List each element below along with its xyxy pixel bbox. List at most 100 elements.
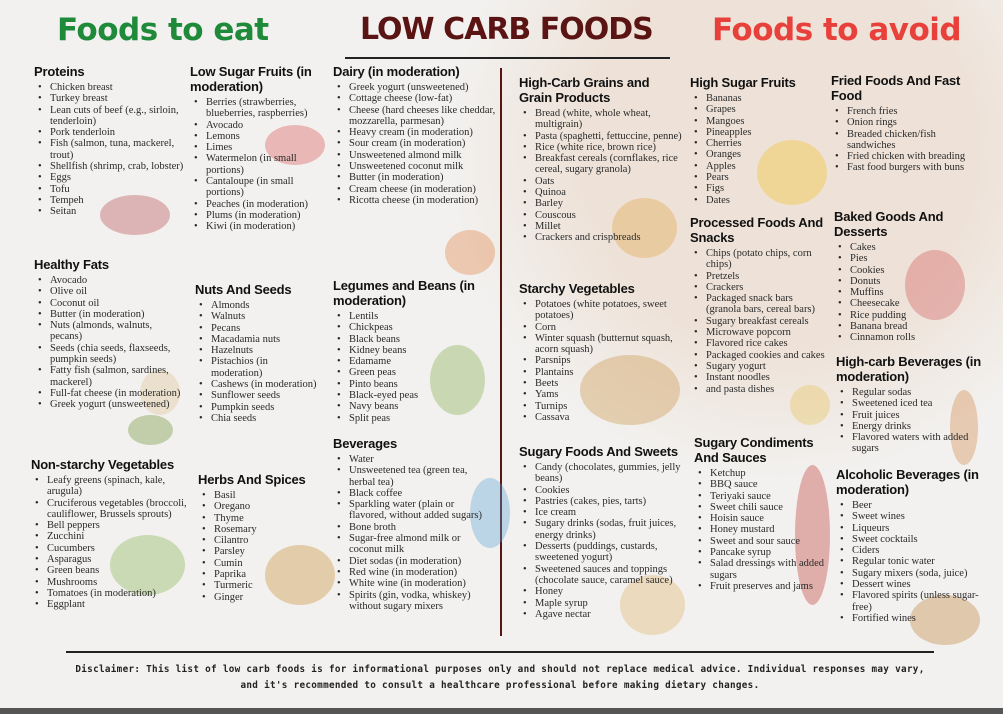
section-heading: High-carb Beverages (in moderation) [836, 354, 981, 384]
food-item: Black coffee [337, 488, 493, 500]
food-item: Greek yogurt (unsweetened) [38, 399, 184, 411]
food-item: Oranges [694, 149, 825, 161]
food-list: LentilsChickpeasBlack beansKidney beansE… [333, 311, 496, 424]
avocado-icon [128, 415, 173, 445]
food-item: Ketchup [698, 468, 826, 480]
food-item: Sweet wines [840, 511, 986, 523]
food-item: Zucchini [35, 531, 191, 543]
food-item: Cumin [202, 558, 323, 570]
food-item: Parsley [202, 546, 323, 558]
food-item: Candy (chocolates, gummies, jelly beans) [523, 462, 689, 485]
food-item: Rosemary [202, 524, 323, 536]
section-alcoholic-beverages-in-moderation: Alcoholic Beverages (in moderation)BeerS… [836, 467, 986, 625]
section-nuts-and-seeds: Nuts And Seeds AlmondsWalnutsPecansMacada… [195, 282, 320, 425]
food-item: Cottage cheese (low-fat) [337, 93, 496, 105]
food-list: Leafy greens (spinach, kale, arugula)Cru… [31, 475, 191, 611]
section-high-carb-grains-and-grain-products: High-Carb Grains and Grain Products Bread… [519, 75, 684, 244]
section-heading: High-Carb Grains and Grain Products [519, 75, 650, 105]
food-item: Mangoes [694, 116, 825, 128]
food-item: Butter (in moderation) [337, 172, 496, 184]
food-item: Tofu [38, 184, 184, 196]
food-item: Bone broth [337, 522, 493, 534]
food-item: Cakes [838, 242, 974, 254]
food-item: Breakfast cereals (cornflakes, rice cere… [523, 153, 684, 176]
food-item: Water [337, 454, 493, 466]
food-item: Butter (in moderation) [38, 309, 184, 321]
food-item: Sparkling water (plain or flavored, with… [337, 499, 493, 522]
section-sugary-condiments-and-sauces: Sugary Condiments And SaucesKetchupBBQ s… [694, 435, 826, 593]
food-item: Avocado [194, 120, 328, 132]
food-list: Chicken breastTurkey breastLean cuts of … [34, 82, 184, 218]
food-item: Sugary drinks (sodas, fruit juices, ener… [523, 518, 689, 541]
food-item: Beer [840, 500, 986, 512]
section-heading: Alcoholic Beverages (in moderation) [836, 467, 979, 497]
footer-divider [66, 651, 934, 653]
food-item: Pancake syrup [698, 547, 826, 559]
food-item: Sunflower seeds [199, 390, 320, 402]
food-list: Candy (chocolates, gummies, jelly beans)… [519, 462, 689, 620]
food-item: Regular sodas [840, 387, 986, 399]
food-item: Unsweetened tea (green tea, herbal tea) [337, 465, 493, 488]
section-heading: Non-starchy Vegetables [31, 457, 174, 472]
food-list: Greek yogurt (unsweetened)Cottage cheese… [333, 82, 496, 207]
food-item: Fruit juices [840, 410, 986, 422]
food-item: Cruciferous vegetables (broccoli, caulif… [35, 498, 191, 521]
section-high-carb-beverages-in-moderation: High-carb Beverages (in moderation)Regul… [836, 354, 986, 455]
food-item: Kidney beans [337, 345, 496, 357]
food-item: Fried chicken with breading [835, 151, 976, 163]
food-item: Bread (white, whole wheat, multigrain) [523, 108, 684, 131]
section-heading: Processed Foods And Snacks [690, 215, 823, 245]
food-item: Almonds [199, 300, 320, 312]
food-item: Tempeh [38, 195, 184, 207]
food-item: Beets [523, 378, 684, 390]
food-item: Potatoes (white potatoes, sweet potatoes… [523, 299, 684, 322]
food-item: Cassava [523, 412, 684, 424]
food-item: Desserts (puddings, custards, sweetened … [523, 541, 689, 564]
food-item: Muffins [838, 287, 974, 299]
food-item: Banana bread [838, 321, 974, 333]
food-list: KetchupBBQ sauceTeriyaki sauceSweet chil… [694, 468, 826, 593]
column-divider [500, 68, 502, 636]
food-item: Flavored waters with added sugars [840, 432, 986, 455]
section-legumes-and-beans-in-moderation: Legumes and Beans (in moderation)Lentils… [333, 278, 496, 424]
food-list: WaterUnsweetened tea (green tea, herbal … [333, 454, 493, 612]
food-item: Green beans [35, 565, 191, 577]
food-item: Oregano [202, 501, 323, 513]
food-item: Cashews (in moderation) [199, 379, 320, 391]
food-item: Sugar-free almond milk or coconut milk [337, 533, 493, 556]
food-item: Honey mustard [698, 524, 826, 536]
food-item: Pecans [199, 323, 320, 335]
food-item: Winter squash (butternut squash, acorn s… [523, 333, 684, 356]
food-item: Regular tonic water [840, 556, 986, 568]
food-item: Cilantro [202, 535, 323, 547]
section-heading: Legumes and Beans (in moderation) [333, 278, 475, 308]
food-list: Berries (strawberries, blueberries, rasp… [190, 97, 328, 233]
food-item: Spirits (gin, vodka, whiskey) without su… [337, 590, 493, 613]
food-item: Cookies [838, 265, 974, 277]
food-list: BasilOreganoThymeRosemaryCilantroParsley… [198, 490, 323, 603]
food-item: Microwave popcorn [694, 327, 828, 339]
food-item: Sweet cocktails [840, 534, 986, 546]
food-item: Chickpeas [337, 322, 496, 334]
food-item: Ginger [202, 592, 323, 604]
food-item: Green peas [337, 367, 496, 379]
food-list: Regular sodasSweetened iced teaFruit jui… [836, 387, 986, 455]
food-item: Teriyaki sauce [698, 491, 826, 503]
food-item: Sweetened iced tea [840, 398, 986, 410]
section-heading: Starchy Vegetables [519, 281, 635, 296]
food-item: Cherries [694, 138, 825, 150]
food-item: Sugary breakfast cereals [694, 316, 828, 328]
food-item: Seeds (chia seeds, flaxseeds, pumpkin se… [38, 343, 184, 366]
foods-to-avoid-title: Foods to avoid [712, 12, 962, 48]
food-item: Kiwi (in moderation) [194, 221, 328, 233]
food-item: Lemons [194, 131, 328, 143]
section-heading: Proteins [34, 64, 85, 79]
food-item: Pastries (cakes, pies, tarts) [523, 496, 689, 508]
food-item: Coconut oil [38, 298, 184, 310]
food-item: Bananas [694, 93, 825, 105]
food-item: Figs [694, 183, 825, 195]
food-item: Fish (salmon, tuna, mackerel, trout) [38, 138, 184, 161]
section-low-sugar-fruits-in-moderation: Low Sugar Fruits (in moderation) Berries … [190, 64, 328, 233]
food-item: Tomatoes (in moderation) [35, 588, 191, 600]
